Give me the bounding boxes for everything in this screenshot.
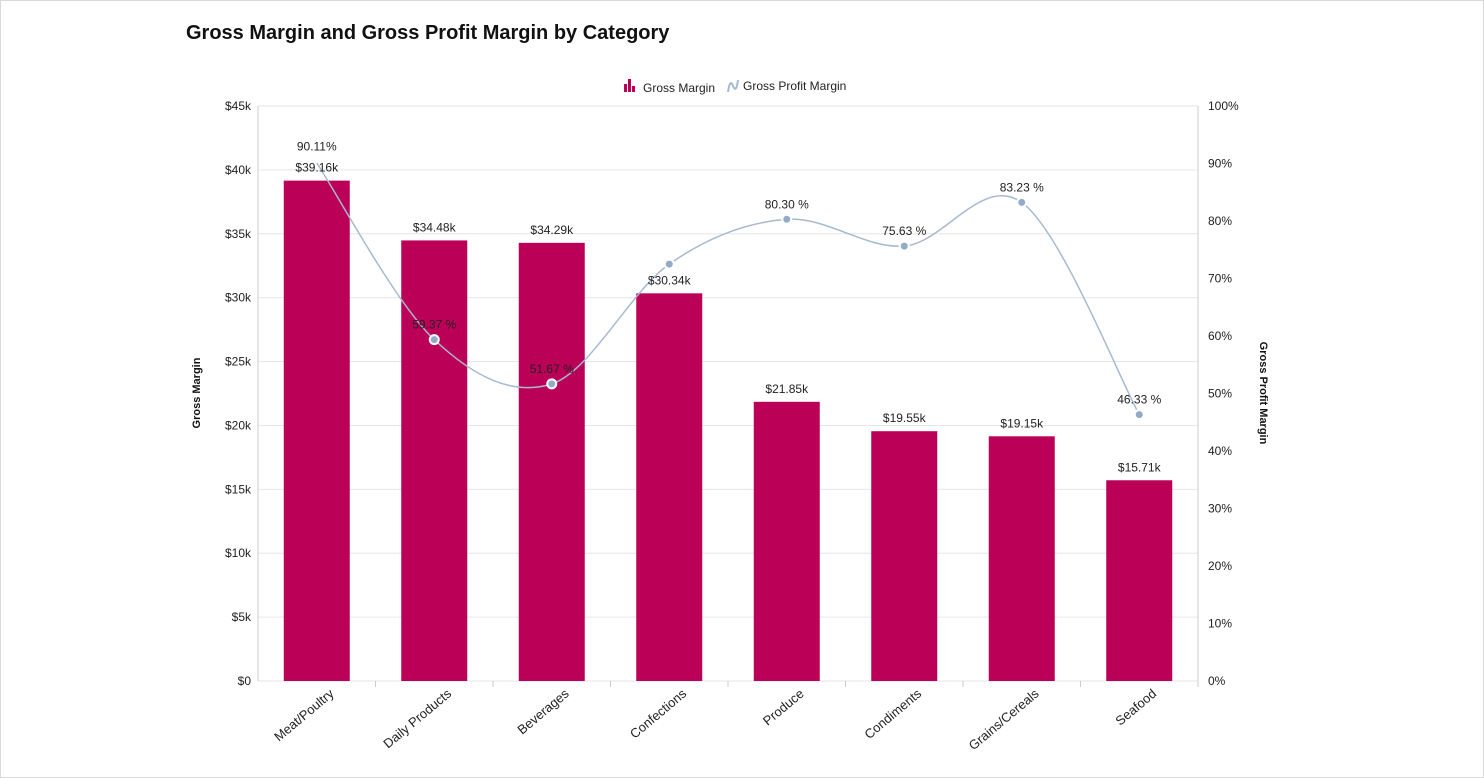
y-tick-label: $20k <box>225 418 252 432</box>
line-data-label: 59.37 % <box>412 318 456 332</box>
bar <box>988 436 1055 681</box>
legend-bar-icon <box>624 84 627 92</box>
line-data-label: 80.30 % <box>765 197 809 211</box>
bar-data-label: $39.16k <box>295 161 339 175</box>
y-tick-label: $45k <box>225 99 252 113</box>
y-tick-label: $0 <box>238 674 252 688</box>
x-tick-label: Grains/Cereals <box>966 685 1042 753</box>
line-marker <box>781 213 793 225</box>
legend-bar-icon <box>628 79 631 92</box>
line-data-label: 51.67 % <box>530 362 574 376</box>
x-tick-label: Beverages <box>514 685 572 737</box>
bar <box>753 401 820 681</box>
y2-tick-label: 10% <box>1208 617 1232 631</box>
y2-axis-title: Gross Profit Margin <box>1257 342 1269 445</box>
legend-line-icon <box>727 79 739 93</box>
bar-data-label: $19.55k <box>883 411 927 425</box>
y2-tick-label: 70% <box>1208 272 1232 286</box>
y2-tick-label: 40% <box>1208 444 1232 458</box>
y-tick-label: $40k <box>225 163 252 177</box>
bar-data-label: $15.71k <box>1118 460 1162 474</box>
y2-tick-label: 0% <box>1208 674 1226 688</box>
y2-tick-label: 90% <box>1208 157 1232 171</box>
x-tick-label: Produce <box>760 686 807 729</box>
bar-data-label: $34.29k <box>530 223 574 237</box>
x-tick-label: Seafood <box>1112 686 1159 729</box>
y-tick-label: $35k <box>225 227 252 241</box>
y-tick-label: $25k <box>225 355 252 369</box>
y2-tick-label: 30% <box>1208 502 1232 516</box>
bar-data-label: $19.15k <box>1000 416 1044 430</box>
bar <box>1106 480 1173 681</box>
line-marker <box>546 378 558 390</box>
y2-tick-label: 100% <box>1208 99 1239 113</box>
y-tick-label: $30k <box>225 291 252 305</box>
y-axis-title: Gross Margin <box>191 357 203 428</box>
chart-title: Gross Margin and Gross Profit Margin by … <box>186 22 670 44</box>
bar <box>401 240 468 681</box>
bar-data-label: $34.48k <box>413 220 457 234</box>
line-marker <box>1133 409 1145 421</box>
line-data-label: 90.11% <box>297 140 337 154</box>
y2-tick-label: 20% <box>1208 559 1232 573</box>
bar <box>871 431 938 681</box>
y-tick-label: $5k <box>232 610 252 624</box>
legend-bar-icon <box>632 86 635 92</box>
x-tick-label: Meat/Poultry <box>271 685 337 744</box>
line-data-label: 83.23 % <box>1000 180 1044 194</box>
bar <box>283 180 350 681</box>
y2-tick-label: 50% <box>1208 387 1232 401</box>
legend-label-gross-margin: Gross Margin <box>643 81 715 95</box>
x-tick-label: Confections <box>627 685 690 741</box>
bar <box>636 293 703 681</box>
line-marker <box>1016 196 1028 208</box>
line-data-label: 75.63 % <box>882 224 926 238</box>
line-marker <box>428 334 440 346</box>
legend-label-gross-profit-margin: Gross Profit Margin <box>743 79 846 93</box>
line-marker <box>898 240 910 252</box>
y2-tick-label: 60% <box>1208 329 1232 343</box>
bar-data-label: $30.34k <box>648 273 692 287</box>
x-tick-label: Condiments <box>861 685 924 741</box>
y-tick-label: $10k <box>225 546 252 560</box>
y2-tick-label: 80% <box>1208 214 1232 228</box>
bar <box>518 242 585 681</box>
line-data-label: 46.33 % <box>1117 393 1161 407</box>
bar-data-label: $21.85k <box>765 382 809 396</box>
y-tick-label: $15k <box>225 482 252 496</box>
x-tick-label: Daily Products <box>380 685 454 751</box>
line-marker <box>663 258 675 270</box>
